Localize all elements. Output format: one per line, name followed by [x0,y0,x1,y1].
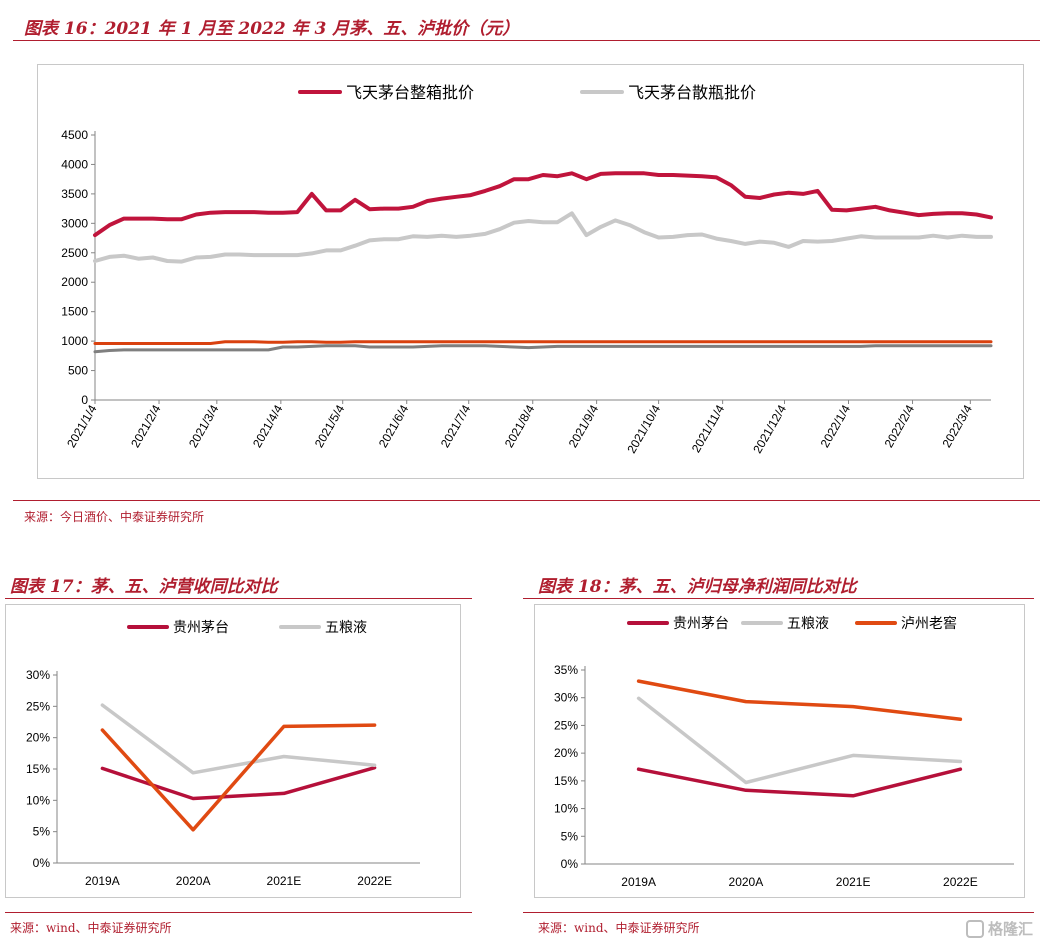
legend-label: 飞天茅台散瓶批价 [628,84,756,102]
fig16-source: 来源：今日酒价、中泰证券研究所 [24,510,205,524]
legend-label: 贵州茅台 [173,619,229,635]
y-tick-label: 0 [81,393,88,407]
x-tick-label: 2021E [267,874,302,888]
x-tick-label: 2019A [85,874,120,888]
y-tick-label: 30% [26,668,50,682]
fig17-source-rule [5,912,472,913]
x-tick-label: 2020A [176,874,211,888]
x-tick-label: 2021/8/4 [502,402,538,450]
series-line-3 [636,679,963,722]
series-line-3 [93,340,993,345]
fig16-title-rule [13,40,1040,41]
x-tick-label: 2021/1/4 [64,402,100,450]
x-tick-label: 2021/6/4 [376,402,412,450]
y-tick-label: 30% [554,691,578,705]
fig18-chart-panel: 0% 5% 10% 15% 20% 25% 30% 35% 2019A 2020A 2021E 202… [534,604,1025,898]
fig18-title: 图表 18：茅、五、泸归母净利润同比对比 [538,577,857,597]
fig16-title: 图表 16：2021 年 1 月至 2022 年 3 月茅、五、泸批价（元） [24,19,520,39]
series-line-2 [100,703,377,775]
fig16-chart-panel: 0 500 1000 1500 2000 2500 3000 3500 4000 4500 2021… [37,64,1024,479]
fig17-chart-panel: 0% 5% 10% 15% 20% 25% 30% 2019A 2020A 2021E 2022E 贵… [5,604,461,898]
y-tick-label: 15% [26,762,50,776]
series-line-4 [93,344,993,354]
x-tick-label: 2021/5/4 [312,402,348,450]
y-tick-label: 2000 [61,275,88,289]
x-tick-label: 2021/10/4 [624,402,663,456]
x-tick-label: 2021/9/4 [566,402,602,450]
legend-label: 泸州老窖 [901,615,957,631]
y-tick-label: 25% [554,718,578,732]
y-tick-label: 0% [561,857,579,871]
legend-label: 飞天茅台整箱批价 [346,84,474,102]
watermark: 格隆汇 [965,918,1033,939]
legend-label: 五粮液 [325,619,367,635]
watermark-text: 格隆汇 [987,920,1033,938]
series-line-2 [93,211,993,264]
x-tick-label: 2022/1/4 [818,402,854,450]
fig16-source-rule [13,500,1040,501]
y-tick-label: 35% [554,663,578,677]
y-tick-label: 20% [554,746,578,760]
fig17-title: 图表 17：茅、五、泸营收同比对比 [10,577,278,597]
series-line-2 [636,696,963,785]
y-tick-label: 2500 [61,246,88,260]
fig17-title-rule [5,598,472,599]
x-tick-label: 2021/3/4 [186,402,222,450]
x-tick-label: 2021/12/4 [750,402,789,456]
x-tick-label: 2021/4/4 [250,402,286,450]
x-tick-label: 2021/11/4 [689,402,728,455]
y-tick-label: 1500 [61,305,88,319]
fig17-source: 来源：wind、中泰证券研究所 [10,921,172,935]
legend-label: 五粮液 [787,615,829,631]
y-tick-label: 3000 [61,216,88,230]
x-tick-label: 2019A [621,875,656,889]
series-line-1 [636,767,963,798]
fig18-chart: 0% 5% 10% 15% 20% 25% 30% 35% 2019A 2020A 2021E 202… [554,615,1014,889]
y-tick-label: 10% [554,802,578,816]
y-tick-label: 25% [26,699,50,713]
y-tick-label: 500 [68,364,88,378]
y-tick-label: 0% [33,856,51,870]
y-tick-label: 10% [26,793,50,807]
y-tick-label: 4000 [61,157,88,171]
x-tick-label: 2021/7/4 [438,402,474,450]
y-tick-label: 4500 [61,128,88,142]
fig17-chart: 0% 5% 10% 15% 20% 25% 30% 2019A 2020A 2021E 2022E 贵… [26,619,420,888]
gelonghui-logo-icon [965,919,984,938]
fig18-title-rule [523,598,1034,599]
y-tick-label: 5% [33,825,51,839]
x-tick-label: 2021/2/4 [128,402,164,450]
y-tick-label: 1000 [61,334,88,348]
y-tick-label: 3500 [61,187,88,201]
y-tick-label: 20% [26,731,50,745]
y-tick-label: 15% [554,774,578,788]
x-tick-label: 2020A [729,875,764,889]
fig18-source-rule [523,912,1034,913]
x-tick-label: 2022/2/4 [882,402,918,450]
x-tick-label: 2021E [836,875,871,889]
series-line-1 [93,171,993,238]
fig18-source: 来源：wind、中泰证券研究所 [538,921,700,935]
y-tick-label: 5% [561,829,579,843]
series-line-1 [100,765,377,801]
fig16-chart: 0 500 1000 1500 2000 2500 3000 3500 4000 4500 2021… [61,84,993,456]
series-line-3 [100,723,377,832]
x-tick-label: 2022/3/4 [939,402,975,450]
x-tick-label: 2022E [357,874,392,888]
x-tick-label: 2022E [943,875,978,889]
legend-label: 贵州茅台 [673,615,729,631]
